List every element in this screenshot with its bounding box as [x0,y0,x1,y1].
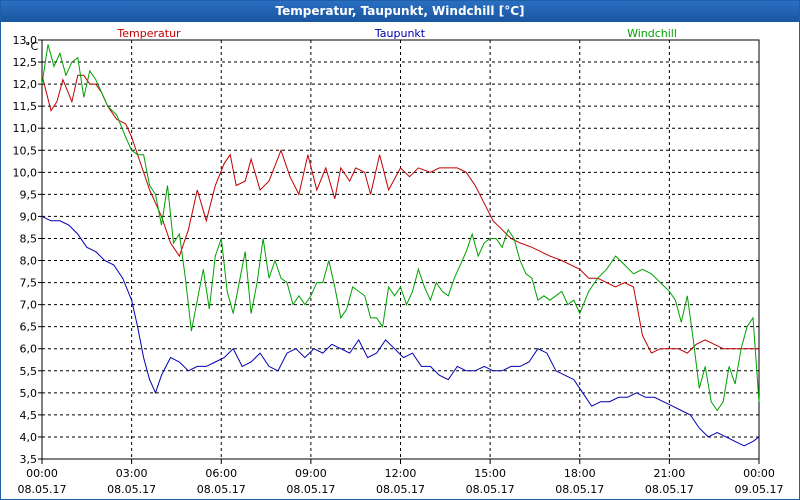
x-axis: 00:00 08.05.17 03:00 08.05.17 06:00 08.05.17 0… [18,459,784,496]
y-tick-label: 8,0 [20,255,38,268]
series-group [41,44,760,447]
x-tick-date: 08.05.17 [286,483,335,496]
x-tick-time: 12:00 [385,467,417,480]
x-tick-date: 08.05.17 [107,483,156,496]
legend-item-windchill: Windchill [627,27,677,40]
window-title: Temperatur, Taupunkt, Windchill [°C] [1,1,799,22]
x-tick-date: 08.05.17 [18,483,67,496]
x-tick-time: 21:00 [654,467,686,480]
y-tick-label: 8,5 [20,232,38,245]
y-tick-label: 10,0 [13,166,38,179]
x-tick-date: 08.05.17 [466,483,515,496]
y-tick-label: 3,5 [20,453,38,466]
y-tick-label: 11,5 [13,100,38,113]
x-tick-date: 09.05.17 [735,483,784,496]
y-axis-unit: °C [25,40,39,53]
legend-item-taupunkt: Taupunkt [374,27,426,40]
x-tick-date: 08.05.17 [376,483,425,496]
y-tick-label: 9,0 [20,210,38,223]
x-tick-time: 00:00 [26,467,58,480]
y-tick-label: 7,0 [20,299,38,312]
x-tick-time: 15:00 [474,467,506,480]
x-tick-time: 03:00 [116,467,148,480]
y-tick-label: 7,5 [20,277,38,290]
y-axis: 13,0 12,5 12,0 11,5 11,0 10,5 10,0 9,5 9,0 8,5 8,0… [13,34,42,466]
y-tick-label: 11,0 [13,122,38,135]
series-line-temperatur [41,74,759,354]
x-tick-date: 08.05.17 [197,483,246,496]
line-chart: 13,0 12,5 12,0 11,5 11,0 10,5 10,0 9,5 9,0 8,5 8,0… [13,27,784,496]
y-tick-label: 6,5 [20,321,38,334]
series-line-taupunkt [41,215,760,447]
y-tick-label: 4,5 [20,409,38,422]
x-tick-time: 09:00 [295,467,327,480]
x-tick-time: 00:00 [743,467,775,480]
y-tick-label: 5,0 [20,387,38,400]
x-tick-date: 08.05.17 [555,483,604,496]
y-tick-label: 13,0 [13,34,38,47]
series-line-windchill [41,44,760,412]
y-tick-label: 12,0 [13,78,38,91]
x-tick-date: 08.05.17 [645,483,694,496]
x-tick-time: 18:00 [564,467,596,480]
x-tick-time: 06:00 [205,467,237,480]
y-tick-label: 6,0 [20,343,38,356]
y-tick-label: 9,5 [20,188,38,201]
legend: Temperatur Taupunkt Windchill [116,27,677,40]
y-tick-label: 4,0 [20,431,38,444]
y-tick-label: 5,5 [20,365,38,378]
y-tick-label: 10,5 [13,144,38,157]
y-tick-label: 12,5 [13,56,38,69]
legend-item-temperatur: Temperatur [116,27,181,40]
